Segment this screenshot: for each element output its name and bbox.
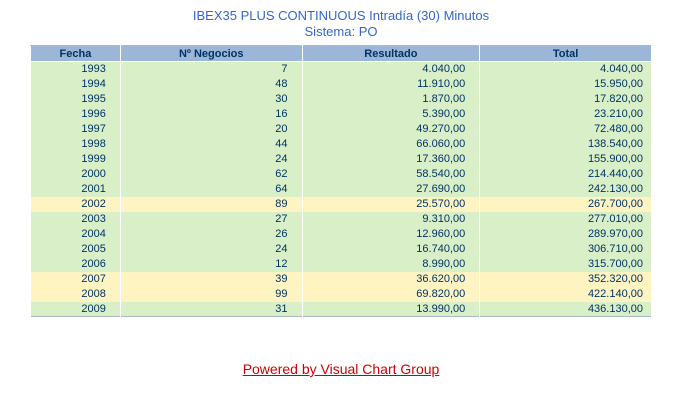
cell-total: 242.130,00 <box>479 181 652 197</box>
table-row: 2007 39 36.620,00 352.320,00 <box>30 271 652 287</box>
cell-fecha: 1994 <box>30 76 121 92</box>
table-row: 1996 16 5.390,00 23.210,00 <box>30 106 652 122</box>
table-row: 1999 24 17.360,00 155.900,00 <box>30 151 652 167</box>
table-row: 1998 44 66.060,00 138.540,00 <box>30 136 652 152</box>
cell-resultado: 4.040,00 <box>301 61 481 77</box>
cell-total: 289.970,00 <box>479 226 652 242</box>
cell-resultado: 1.870,00 <box>301 91 481 107</box>
results-tbody: 1993 7 4.040,00 4.040,00 1994 48 11.910,… <box>30 61 652 317</box>
cell-resultado: 25.570,00 <box>301 196 481 212</box>
column-header-negocios: Nº Negocios <box>119 45 303 62</box>
cell-negocios: 16 <box>119 106 303 122</box>
cell-resultado: 69.820,00 <box>301 286 481 302</box>
page-subtitle: Sistema: PO <box>304 24 378 39</box>
cell-fecha: 1993 <box>30 61 121 77</box>
cell-resultado: 17.360,00 <box>301 151 481 167</box>
cell-negocios: 89 <box>119 196 303 212</box>
cell-total: 155.900,00 <box>479 151 652 167</box>
results-table: Fecha Nº Negocios Resultado Total 1993 7… <box>30 45 652 317</box>
cell-negocios: 39 <box>119 271 303 287</box>
cell-negocios: 24 <box>119 241 303 257</box>
cell-total: 436.130,00 <box>479 301 652 317</box>
cell-fecha: 2009 <box>30 301 121 317</box>
cell-total: 352.320,00 <box>479 271 652 287</box>
table-header-row: Fecha Nº Negocios Resultado Total <box>30 45 652 62</box>
cell-fecha: 1995 <box>30 91 121 107</box>
cell-fecha: 2005 <box>30 241 121 257</box>
cell-total: 23.210,00 <box>479 106 652 122</box>
cell-total: 17.820,00 <box>479 91 652 107</box>
cell-fecha: 2001 <box>30 181 121 197</box>
cell-fecha: 2003 <box>30 211 121 227</box>
cell-negocios: 7 <box>119 61 303 77</box>
page-title: IBEX35 PLUS CONTINUOUS Intradía (30) Min… <box>192 8 490 23</box>
cell-negocios: 62 <box>119 166 303 182</box>
cell-total: 306.710,00 <box>479 241 652 257</box>
cell-fecha: 2008 <box>30 286 121 302</box>
cell-fecha: 2002 <box>30 196 121 212</box>
table-row: 2009 31 13.990,00 436.130,00 <box>30 301 652 317</box>
footer: Powered by Visual Chart Group <box>0 361 682 379</box>
table-row: 2005 24 16.740,00 306.710,00 <box>30 241 652 257</box>
cell-resultado: 16.740,00 <box>301 241 481 257</box>
cell-total: 267.700,00 <box>479 196 652 212</box>
cell-fecha: 2004 <box>30 226 121 242</box>
cell-total: 4.040,00 <box>479 61 652 77</box>
table-row: 2006 12 8.990,00 315.700,00 <box>30 256 652 272</box>
cell-negocios: 27 <box>119 211 303 227</box>
cell-total: 138.540,00 <box>479 136 652 152</box>
cell-resultado: 66.060,00 <box>301 136 481 152</box>
table-row: 2000 62 58.540,00 214.440,00 <box>30 166 652 182</box>
table-row: 1994 48 11.910,00 15.950,00 <box>30 76 652 92</box>
cell-resultado: 36.620,00 <box>301 271 481 287</box>
cell-resultado: 8.990,00 <box>301 256 481 272</box>
cell-negocios: 44 <box>119 136 303 152</box>
cell-resultado: 11.910,00 <box>301 76 481 92</box>
table-row: 1995 30 1.870,00 17.820,00 <box>30 91 652 107</box>
column-header-fecha: Fecha <box>30 45 121 62</box>
report-page: IBEX35 PLUS CONTINUOUS Intradía (30) Min… <box>0 8 682 379</box>
cell-fecha: 1999 <box>30 151 121 167</box>
cell-negocios: 31 <box>119 301 303 317</box>
cell-fecha: 2000 <box>30 166 121 182</box>
cell-resultado: 12.960,00 <box>301 226 481 242</box>
column-header-total: Total <box>479 45 652 62</box>
table-row: 2002 89 25.570,00 267.700,00 <box>30 196 652 212</box>
table-row: 2008 99 69.820,00 422.140,00 <box>30 286 652 302</box>
cell-resultado: 9.310,00 <box>301 211 481 227</box>
cell-negocios: 12 <box>119 256 303 272</box>
table-row: 2004 26 12.960,00 289.970,00 <box>30 226 652 242</box>
cell-total: 15.950,00 <box>479 76 652 92</box>
cell-total: 315.700,00 <box>479 256 652 272</box>
cell-total: 277.010,00 <box>479 211 652 227</box>
cell-negocios: 24 <box>119 151 303 167</box>
cell-total: 422.140,00 <box>479 286 652 302</box>
cell-resultado: 5.390,00 <box>301 106 481 122</box>
cell-total: 72.480,00 <box>479 121 652 137</box>
table-row: 2001 64 27.690,00 242.130,00 <box>30 181 652 197</box>
cell-fecha: 1997 <box>30 121 121 137</box>
table-row: 2003 27 9.310,00 277.010,00 <box>30 211 652 227</box>
table-row: 1993 7 4.040,00 4.040,00 <box>30 61 652 77</box>
cell-fecha: 1998 <box>30 136 121 152</box>
cell-resultado: 27.690,00 <box>301 181 481 197</box>
table-row: 1997 20 49.270,00 72.480,00 <box>30 121 652 137</box>
cell-fecha: 2006 <box>30 256 121 272</box>
cell-negocios: 99 <box>119 286 303 302</box>
cell-total: 214.440,00 <box>479 166 652 182</box>
powered-by-link[interactable]: Powered by Visual Chart Group <box>242 361 440 377</box>
cell-negocios: 26 <box>119 226 303 242</box>
column-header-resultado: Resultado <box>301 45 481 62</box>
cell-resultado: 13.990,00 <box>301 301 481 317</box>
cell-negocios: 64 <box>119 181 303 197</box>
cell-resultado: 49.270,00 <box>301 121 481 137</box>
cell-fecha: 1996 <box>30 106 121 122</box>
cell-resultado: 58.540,00 <box>301 166 481 182</box>
cell-negocios: 20 <box>119 121 303 137</box>
cell-fecha: 2007 <box>30 271 121 287</box>
cell-negocios: 30 <box>119 91 303 107</box>
cell-negocios: 48 <box>119 76 303 92</box>
